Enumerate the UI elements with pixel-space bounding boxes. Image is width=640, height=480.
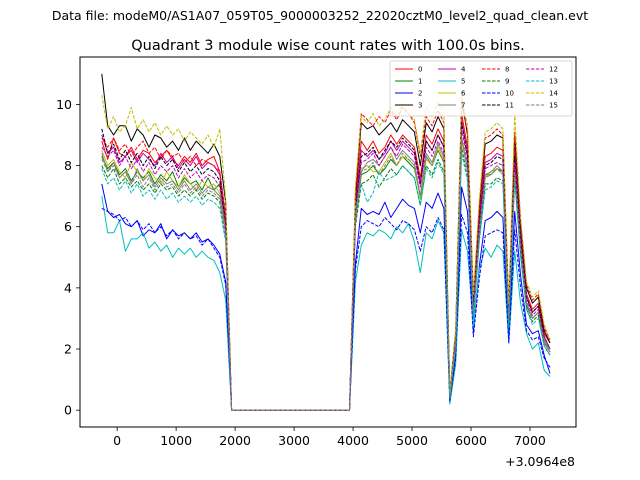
y-tick-label: 10	[56, 97, 72, 112]
y-axis: 0 2 4 6 8 10	[56, 97, 80, 418]
x-tick-label: 6000	[455, 433, 487, 448]
legend-label-12: 12	[549, 66, 558, 74]
series-line-15	[101, 137, 551, 411]
legend-label-7: 7	[461, 102, 465, 110]
figure-suptitle: Data file: modeM0/AS1A07_059T05_90000032…	[52, 8, 588, 23]
legend-label-2: 2	[418, 90, 422, 98]
legend-label-4: 4	[461, 66, 466, 74]
x-tick-label: 0	[113, 433, 121, 448]
chart-title: Quadrant 3 module wise count rates with …	[131, 38, 525, 54]
y-tick-label: 4	[64, 280, 72, 295]
legend-label-6: 6	[461, 90, 466, 98]
x-tick-label: 2000	[219, 433, 251, 448]
series-line-5	[101, 196, 551, 411]
y-tick-label: 8	[64, 158, 72, 173]
series-line-10	[101, 207, 551, 411]
legend-label-3: 3	[418, 102, 422, 110]
series-line-2	[101, 183, 551, 411]
x-tick-label: 7000	[514, 433, 546, 448]
legend-label-8: 8	[505, 66, 509, 74]
legend-label-15: 15	[549, 102, 558, 110]
plot-frame	[79, 56, 577, 428]
y-tick-label: 6	[64, 219, 72, 234]
x-tick-label: 3000	[278, 433, 310, 448]
x-tick-label: 1000	[160, 433, 192, 448]
legend-label-1: 1	[418, 78, 422, 86]
legend-label-13: 13	[549, 78, 558, 86]
legend-label-9: 9	[505, 78, 509, 86]
x-axis: 0 1000 2000 3000 4000 5000 6000 7000	[113, 427, 546, 448]
series-layer	[101, 73, 551, 411]
legend-frame	[389, 60, 573, 117]
y-tick-label: 0	[64, 403, 72, 418]
x-axis-offset-label: +3.0964e8	[505, 454, 575, 469]
legend-label-14: 14	[549, 90, 558, 98]
legend-label-0: 0	[418, 66, 422, 74]
legend-label-10: 10	[505, 90, 514, 98]
series-line-12	[101, 128, 551, 411]
x-tick-label: 4000	[337, 433, 369, 448]
y-tick-label: 2	[64, 342, 72, 357]
x-tick-label: 5000	[396, 433, 428, 448]
legend-label-5: 5	[461, 78, 465, 86]
legend-label-11: 11	[505, 102, 514, 110]
series-line-14	[101, 94, 551, 411]
